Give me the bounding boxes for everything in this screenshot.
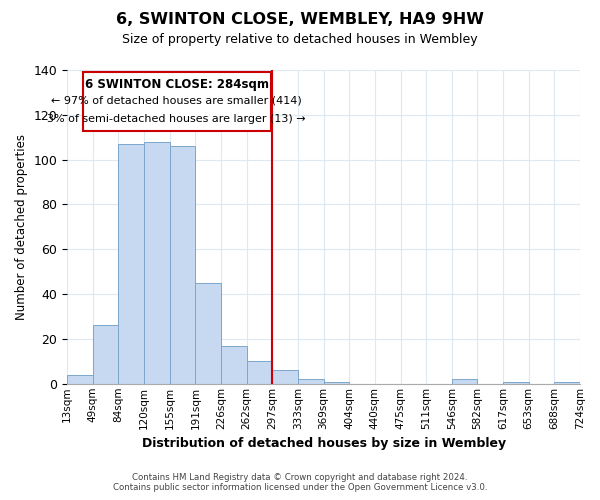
Bar [196,283,221,384]
Bar [67,375,93,384]
Bar [221,346,247,384]
Bar [298,380,323,384]
Bar [272,370,298,384]
Text: 6, SWINTON CLOSE, WEMBLEY, HA9 9HW: 6, SWINTON CLOSE, WEMBLEY, HA9 9HW [116,12,484,28]
Text: Size of property relative to detached houses in Wembley: Size of property relative to detached ho… [122,32,478,46]
Text: 3% of semi-detached houses are larger (13) →: 3% of semi-detached houses are larger (1… [47,114,306,124]
Text: Contains HM Land Registry data © Crown copyright and database right 2024.
Contai: Contains HM Land Registry data © Crown c… [113,473,487,492]
Bar [93,326,118,384]
Bar [118,144,144,384]
Bar [503,382,529,384]
Bar [554,382,580,384]
Bar [144,142,170,384]
Bar [170,146,196,384]
X-axis label: Distribution of detached houses by size in Wembley: Distribution of detached houses by size … [142,437,506,450]
Text: 6 SWINTON CLOSE: 284sqm: 6 SWINTON CLOSE: 284sqm [85,78,269,91]
Bar [247,362,272,384]
Y-axis label: Number of detached properties: Number of detached properties [15,134,28,320]
Bar [323,382,349,384]
Bar [452,380,478,384]
Text: ← 97% of detached houses are smaller (414): ← 97% of detached houses are smaller (41… [52,96,302,106]
FancyBboxPatch shape [83,72,271,130]
